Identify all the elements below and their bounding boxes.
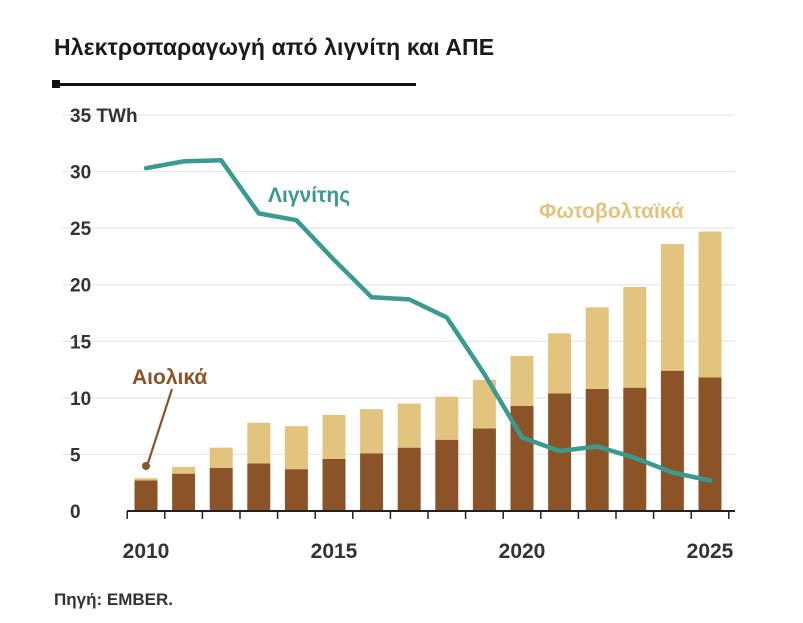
lignite-line xyxy=(143,158,713,483)
wind-bar xyxy=(660,370,684,511)
wind-bar xyxy=(209,468,233,511)
lignite-label: Λιγνίτης xyxy=(268,184,350,207)
wind-label-leader xyxy=(145,388,174,467)
solar-bar xyxy=(209,447,233,469)
wind-bar xyxy=(623,387,647,511)
solar-bar xyxy=(660,243,684,371)
solar-bar xyxy=(585,307,609,389)
solar-bar xyxy=(698,231,722,378)
wind-label-leader-dot xyxy=(142,462,150,470)
solar-bar xyxy=(247,422,271,464)
solar-bar xyxy=(322,414,346,459)
solar-bar xyxy=(548,333,572,394)
solar-bar xyxy=(472,379,496,429)
wind-bar xyxy=(435,439,459,511)
wind-bar xyxy=(284,469,308,511)
wind-bar xyxy=(585,388,609,511)
chart-title: Ηλεκτροπαραγωγή από λιγνίτη και ΑΠΕ xyxy=(54,34,495,60)
x-tick-label: 2010 xyxy=(123,540,170,563)
y-tick-label: 25 xyxy=(70,219,92,240)
annotations: Λιγνίτης Φωτοβολταϊκά Αιολικά xyxy=(132,184,684,470)
wind-bar xyxy=(397,447,421,511)
line-layer xyxy=(143,158,713,483)
y-tick-label: 20 xyxy=(70,276,91,297)
solar-bar xyxy=(397,403,421,448)
y-tick-labels: 0 5 10 15 20 25 30 35 TWh xyxy=(70,106,138,523)
y-tick-label: 0 xyxy=(70,502,81,523)
x-tick-labels: 2010 2015 2020 2025 xyxy=(123,540,734,563)
solar-label: Φωτοβολταϊκά xyxy=(539,200,684,223)
wind-bar xyxy=(322,458,346,511)
x-tick-label: 2020 xyxy=(499,540,546,563)
wind-bar xyxy=(360,453,384,511)
solar-bar xyxy=(435,396,459,440)
y-tick-label: 15 xyxy=(70,332,92,353)
x-tick-label: 2015 xyxy=(311,540,358,563)
x-tick-label: 2025 xyxy=(687,540,734,563)
wind-bar xyxy=(472,428,496,511)
solar-bar xyxy=(134,478,158,481)
title-rule xyxy=(56,83,416,86)
x-axis xyxy=(126,510,735,519)
bar-layer xyxy=(134,231,722,511)
solar-bar xyxy=(284,426,308,470)
y-tick-label: 30 xyxy=(70,163,91,184)
y-tick-label: 35 TWh xyxy=(70,106,138,127)
wind-bar xyxy=(134,480,158,511)
wind-bar xyxy=(698,377,722,511)
solar-bar xyxy=(172,466,196,474)
solar-bar xyxy=(510,355,534,406)
wind-bar xyxy=(172,473,196,511)
y-tick-label: 10 xyxy=(70,389,91,410)
y-tick-label: 5 xyxy=(70,445,81,466)
wind-bar xyxy=(247,463,271,511)
wind-label: Αιολικά xyxy=(132,366,207,389)
source-note: Πηγή: EMBER. xyxy=(54,590,173,609)
solar-bar xyxy=(360,409,384,454)
solar-bar xyxy=(623,286,647,388)
